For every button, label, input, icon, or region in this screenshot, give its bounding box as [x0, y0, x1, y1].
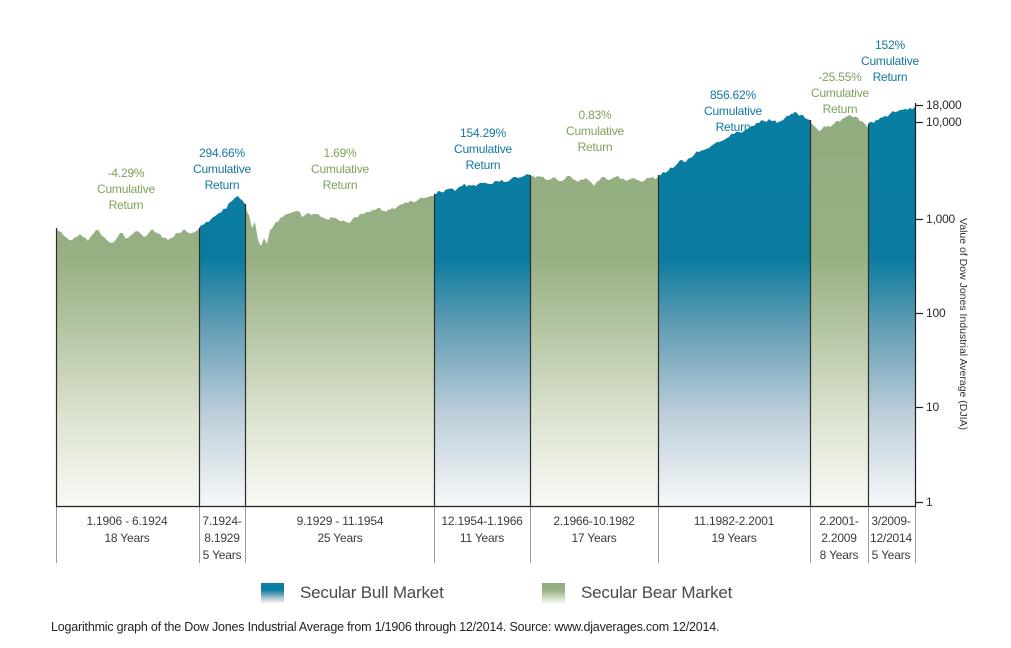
market-areas	[56, 107, 915, 506]
cumulative-return-annotation-0: -4.29% Cumulative Return	[96, 166, 156, 212]
legend-bear-label: Secular Bear Market	[581, 583, 733, 602]
x-axis-label-1: 7.1924- 8.1929 5 Years	[202, 514, 242, 562]
cumulative-return-annotation-4: 0.83% Cumulative Return	[565, 108, 625, 154]
legend-bull-swatch	[261, 583, 284, 603]
segment-area-bull-5	[658, 111, 810, 506]
segment-area-bear-2	[245, 195, 434, 506]
segment-area-bear-4	[530, 175, 658, 506]
segment-area-bear-6	[810, 115, 868, 506]
x-axis-label-5: 11.1982-2.2001 19 Years	[693, 514, 775, 545]
x-axis-label-2: 9.1929 - 11.1954 25 Years	[296, 514, 384, 545]
segment-area-bear-0	[56, 228, 199, 506]
y-axis-title: Value of Dow Jones Industrial Average (D…	[957, 218, 969, 431]
y-tick-label-4: 10	[926, 400, 939, 414]
cumulative-return-annotation-7: 152% Cumulative Return	[860, 38, 920, 84]
y-tick-label-1: 10,000	[926, 115, 962, 129]
y-tick-label-0: 18,000	[926, 98, 962, 112]
cumulative-return-annotation-1: 294.66% Cumulative Return	[192, 146, 252, 192]
x-axis-label-0: 1.1906 - 6.1924 18 Years	[86, 514, 168, 545]
y-tick-label-2: 1,000	[926, 212, 956, 226]
cumulative-return-annotation-2: 1.69% Cumulative Return	[310, 146, 370, 192]
chart-caption: Logarithmic graph of the Dow Jones Indus…	[51, 620, 720, 634]
cumulative-return-annotation-6: -25.55% Cumulative Return	[810, 70, 870, 116]
x-axis-label-3: 12.1954-1.1966 11 Years	[441, 514, 523, 545]
x-axis-label-7: 3/2009- 12/2014 5 Years	[870, 514, 912, 562]
x-axis-label-6: 2.2001- 2.2009 8 Years	[819, 514, 859, 562]
y-tick-label-5: 1	[926, 495, 933, 509]
segment-area-bull-3	[434, 174, 530, 506]
y-tick-label-3: 100	[926, 306, 946, 320]
legend-bear-swatch	[542, 583, 565, 603]
x-axis-label-4: 2.1966-10.1982 17 Years	[553, 514, 635, 545]
segment-area-bull-1	[199, 196, 245, 506]
legend-bull-label: Secular Bull Market	[300, 583, 444, 602]
segment-area-bull-7	[868, 107, 915, 506]
cumulative-return-annotation-3: 154.29% Cumulative Return	[453, 126, 513, 172]
cumulative-return-annotation-5: 856.62% Cumulative Return	[703, 88, 763, 134]
axes-and-dividers	[55, 103, 923, 563]
